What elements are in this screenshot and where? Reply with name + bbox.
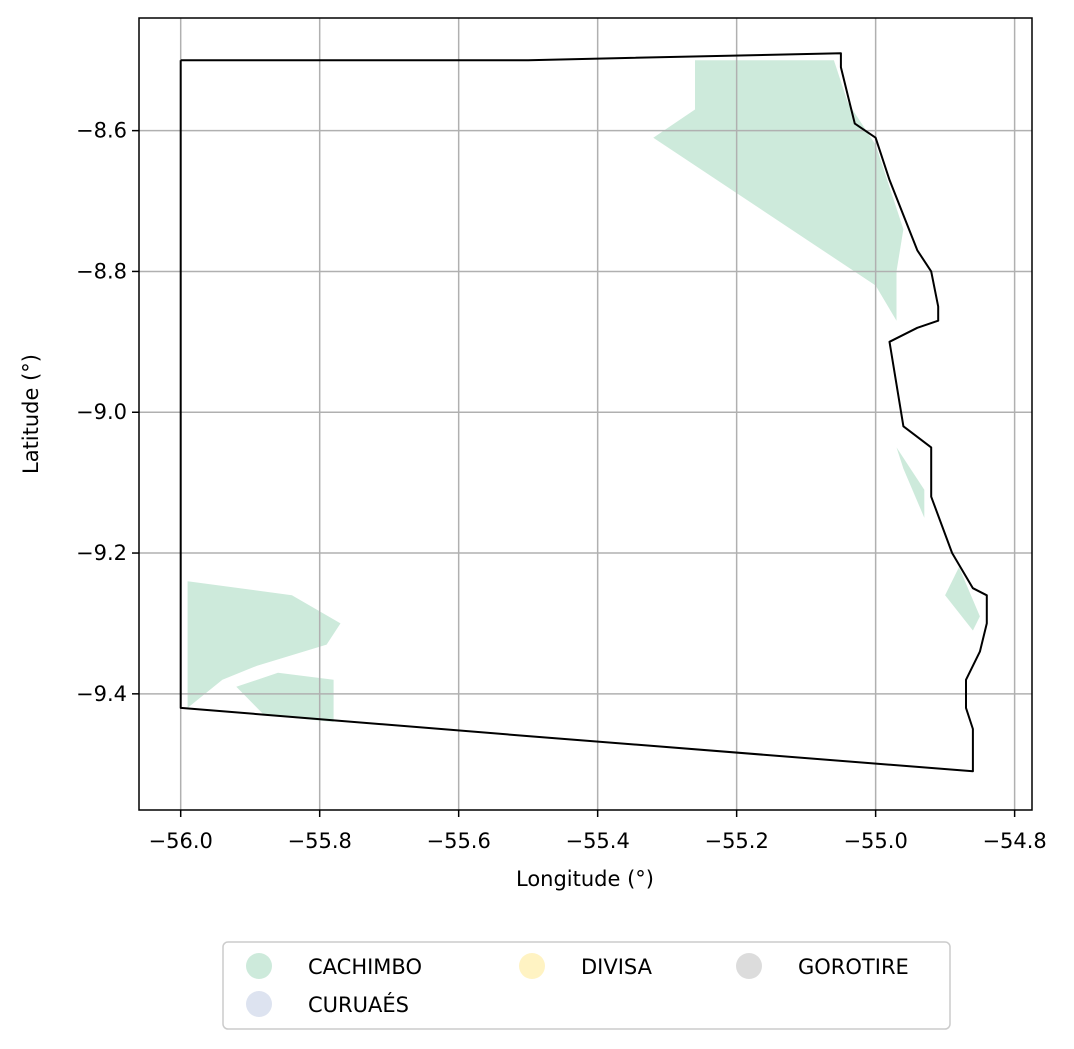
x-tick-label: −56.0 [149, 829, 213, 853]
zone-cachimbo-polygon-2 [945, 567, 980, 631]
zone-cachimbo-polygon-1 [896, 447, 925, 518]
legend: CACHIMBO DIVISA GOROTIRE CURUAÉS [222, 941, 951, 1030]
y-tick-label: −9.4 [76, 682, 127, 706]
y-ticks: −8.6 −8.8 −9.0 −9.2 −9.4 [76, 119, 139, 706]
x-tick-label: −55.0 [843, 829, 907, 853]
x-ticks: −56.0 −55.8 −55.6 −55.4 −55.2 −55.0 −54.8 [149, 810, 1047, 853]
legend-label-cachimbo: CACHIMBO [308, 955, 422, 979]
x-tick-label: −55.4 [565, 829, 629, 853]
zone-cachimbo-polygon-3 [187, 581, 341, 708]
legend-marker-curua-s [246, 991, 272, 1017]
legend-marker-gorotire [736, 953, 762, 979]
y-tick-label: −8.8 [76, 259, 127, 283]
x-tick-label: −55.8 [288, 829, 352, 853]
zones-layer [187, 60, 980, 722]
gridlines [139, 18, 1032, 810]
x-tick-label: −54.8 [982, 829, 1046, 853]
legend-label-divisa: DIVISA [581, 955, 653, 979]
y-tick-label: −8.6 [76, 119, 127, 143]
legend-items: CACHIMBO DIVISA GOROTIRE CURUAÉS [246, 953, 909, 1017]
zone-cachimbo-polygon-4 [236, 672, 334, 722]
x-axis-label: Longitude (°) [516, 867, 654, 891]
legend-marker-divisa [519, 953, 545, 979]
y-tick-label: −9.2 [76, 541, 127, 565]
plot-frame [138, 17, 1033, 811]
x-tick-label: −55.2 [704, 829, 768, 853]
legend-marker-cachimbo [246, 953, 272, 979]
legend-label-gorotire: GOROTIRE [798, 955, 909, 979]
region-boundary [179, 52, 988, 773]
boundary-layer [179, 52, 988, 773]
zone-cachimbo-polygon-0 [653, 60, 904, 321]
y-tick-label: −9.0 [76, 400, 127, 424]
y-axis-label: Latitude (°) [19, 354, 43, 474]
legend-frame [222, 941, 951, 1030]
legend-label-curua-s: CURUAÉS [308, 992, 409, 1017]
x-tick-label: −55.6 [426, 829, 490, 853]
